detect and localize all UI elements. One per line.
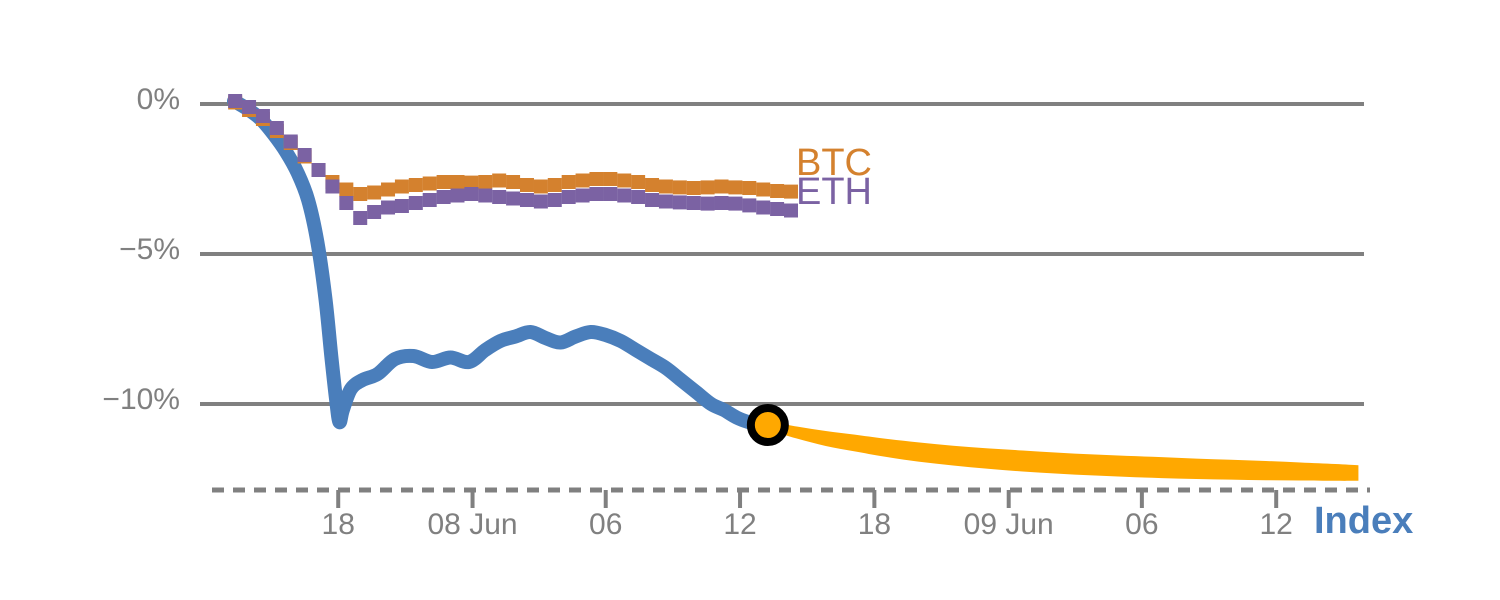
series-dot-btc-38 — [756, 182, 771, 197]
series-dot-eth-19 — [492, 190, 507, 204]
series-dot-btc-26 — [589, 172, 604, 186]
series-line-index — [227, 94, 775, 433]
x-axis-tick-label-3: 12 — [723, 508, 757, 541]
series-dot-btc-12 — [394, 179, 409, 194]
series-dot-btc-20 — [506, 175, 521, 189]
series-dot-eth-8 — [339, 196, 354, 210]
series-dot-eth-13 — [408, 196, 423, 210]
series-dot-eth-33 — [686, 196, 701, 210]
series-dot-btc-32 — [672, 180, 687, 195]
series-dot-eth-34 — [700, 196, 715, 211]
series-dot-eth-11 — [381, 200, 396, 215]
gridlines — [200, 102, 1364, 406]
series-dot-btc-29 — [631, 175, 646, 189]
series-dot-eth-3 — [269, 121, 284, 135]
current-point-marker[interactable] — [746, 404, 789, 446]
data-series — [227, 94, 1359, 481]
series-dot-btc-23 — [547, 178, 562, 192]
series-dot-eth-37 — [742, 198, 757, 213]
series-dot-btc-21 — [519, 178, 534, 192]
series-dot-btc-19 — [492, 173, 507, 188]
series-dot-btc-40 — [784, 184, 798, 199]
series-dot-eth-32 — [672, 195, 687, 210]
series-label-eth: ETH — [796, 171, 872, 213]
series-dot-eth-6 — [311, 163, 326, 177]
series-dot-btc-30 — [645, 178, 660, 192]
series-dot-btc-28 — [617, 173, 632, 188]
series-dot-btc-22 — [533, 179, 548, 194]
series-dot-eth-26 — [589, 187, 604, 201]
series-dot-eth-36 — [728, 196, 743, 211]
series-label-index: Index — [1314, 500, 1414, 542]
series-dot-eth-35 — [714, 196, 729, 210]
series-dot-eth-7 — [325, 179, 340, 194]
series-dot-eth-9 — [353, 211, 368, 225]
series-dot-btc-11 — [381, 182, 396, 197]
series-dot-eth-39 — [770, 202, 785, 216]
x-axis-tick-label-0: 18 — [321, 508, 355, 541]
x-axis-ticks — [336, 490, 1279, 508]
series-dot-eth-4 — [283, 134, 298, 149]
series-dot-btc-36 — [728, 180, 743, 195]
series-dot-eth-38 — [756, 200, 771, 215]
x-axis-tick-label-6: 06 — [1125, 508, 1159, 541]
y-axis-tick-label-2: −10% — [102, 383, 180, 416]
series-dot-eth-28 — [617, 188, 632, 203]
series-dot-eth-23 — [547, 193, 562, 207]
series-dot-btc-39 — [770, 184, 785, 198]
series-dot-btc-15 — [436, 175, 451, 189]
series-dot-eth-0 — [228, 94, 243, 108]
series-dot-btc-24 — [561, 175, 576, 189]
series-dot-eth-1 — [242, 100, 257, 114]
x-axis-tick-label-7: 12 — [1259, 508, 1293, 541]
series-dot-btc-14 — [422, 176, 437, 191]
series-dot-eth-27 — [603, 187, 618, 201]
series-dot-btc-34 — [700, 180, 715, 195]
series-dot-btc-16 — [450, 175, 465, 189]
series-dot-eth-31 — [658, 194, 673, 209]
series-dot-btc-25 — [575, 173, 590, 188]
series-dot-eth-12 — [394, 199, 409, 213]
series-dot-eth-15 — [436, 190, 451, 204]
series-dot-btc-35 — [714, 179, 729, 194]
series-dot-eth-20 — [506, 191, 521, 206]
series-dot-btc-33 — [686, 181, 701, 195]
current-point-marker[interactable] — [746, 404, 789, 446]
series-dot-btc-10 — [367, 185, 382, 200]
series-dot-eth-29 — [631, 190, 646, 204]
series-dot-btc-13 — [408, 178, 423, 192]
series-dot-btc-8 — [339, 182, 354, 197]
series-dot-eth-21 — [519, 193, 534, 207]
x-axis-tick-label-1: 08 Jun — [427, 508, 518, 541]
series-dot-btc-31 — [658, 179, 673, 194]
series-dot-eth-17 — [464, 187, 479, 201]
series-band-forecast — [767, 421, 1359, 481]
series-dot-eth-30 — [645, 193, 660, 207]
x-axis-tick-label-5: 09 Jun — [963, 508, 1054, 541]
series-dot-eth-22 — [533, 194, 548, 209]
series-dot-eth-2 — [255, 109, 270, 123]
x-axis-tick-label-4: 18 — [857, 508, 892, 541]
series-dot-btc-27 — [603, 172, 618, 186]
series-dot-eth-40 — [784, 203, 798, 218]
series-dot-eth-25 — [575, 188, 590, 203]
x-axis-tick-label-2: 06 — [589, 508, 623, 541]
series-dot-btc-37 — [742, 181, 757, 195]
series-label-btc: BTC — [796, 142, 872, 184]
y-axis-tick-label-1: −5% — [119, 233, 180, 266]
y-axis-tick-label-0: 0% — [136, 83, 180, 116]
series-dot-btc-17 — [464, 175, 479, 190]
series-dot-eth-18 — [478, 188, 493, 203]
series-dot-eth-14 — [422, 193, 437, 207]
series-dot-btc-9 — [353, 187, 368, 201]
series-dot-btc-18 — [478, 175, 493, 189]
series-dot-eth-10 — [367, 205, 382, 219]
series-dot-eth-24 — [561, 190, 576, 204]
series-dot-eth-16 — [450, 188, 465, 203]
series-dot-eth-5 — [297, 148, 312, 162]
